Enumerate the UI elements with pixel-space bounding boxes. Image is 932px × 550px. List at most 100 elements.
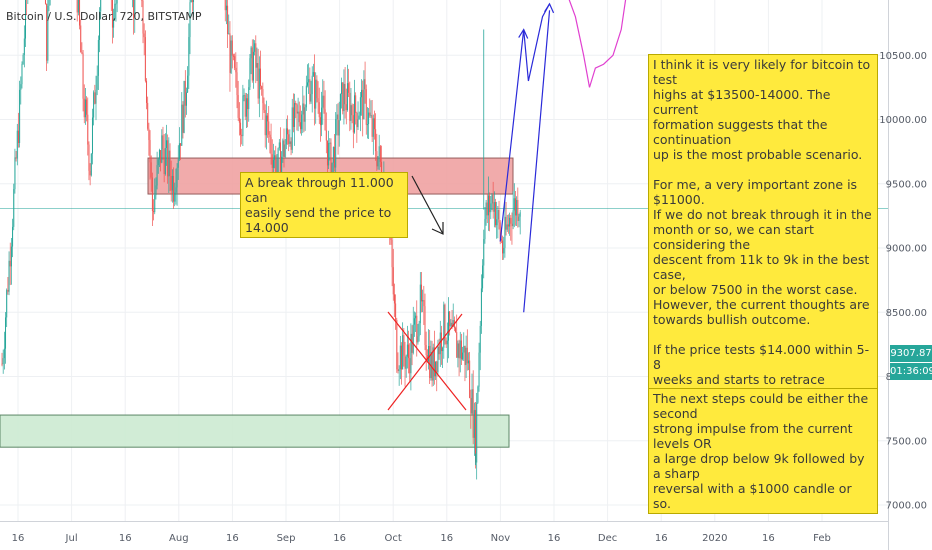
candle — [358, 111, 360, 120]
candle — [314, 54, 316, 126]
candle — [175, 168, 177, 205]
candle — [455, 326, 457, 333]
candle — [417, 324, 419, 345]
projection-up-path — [499, 3, 551, 242]
candle — [282, 138, 284, 163]
candle — [96, 65, 98, 96]
candle — [371, 99, 373, 143]
candle — [511, 212, 513, 245]
candle — [356, 111, 358, 143]
candle — [150, 155, 152, 192]
x-tick-label: 16 — [333, 533, 346, 544]
candle — [163, 134, 165, 183]
candle — [9, 242, 11, 286]
candle — [19, 80, 21, 148]
candle — [236, 61, 238, 109]
candle — [364, 61, 366, 104]
candle — [401, 342, 402, 385]
candle — [518, 213, 520, 228]
candle — [114, 0, 116, 21]
candle — [14, 148, 16, 194]
candle — [486, 193, 488, 224]
candle — [25, 0, 26, 47]
x-tick-label: 16 — [762, 533, 775, 544]
candle — [341, 77, 343, 109]
candle — [5, 311, 7, 364]
price-axis[interactable]: 7000.007500.008000.008500.009000.009500.… — [879, 0, 932, 550]
candle — [91, 108, 93, 165]
candle — [147, 96, 149, 131]
candle — [506, 214, 508, 232]
candle — [290, 137, 292, 156]
candle — [297, 97, 299, 132]
candle — [287, 115, 289, 145]
candle — [94, 84, 96, 105]
candle — [411, 325, 413, 366]
candle — [307, 64, 308, 88]
candle — [469, 352, 471, 399]
candle — [81, 42, 83, 55]
candle — [362, 80, 364, 137]
candle — [465, 335, 467, 379]
candle — [473, 402, 475, 456]
candle — [393, 283, 395, 317]
candle — [363, 70, 365, 120]
candle — [378, 134, 380, 170]
candle — [409, 343, 411, 382]
candle — [302, 86, 304, 134]
candle — [505, 201, 507, 236]
candle — [111, 0, 113, 44]
candle — [352, 103, 354, 149]
x-tick-label: 16 — [226, 533, 239, 544]
candle — [458, 339, 460, 377]
candle — [348, 68, 350, 98]
candle — [460, 333, 462, 366]
candle — [225, 0, 227, 25]
candle — [2, 349, 4, 374]
candle — [249, 54, 251, 91]
candle — [502, 235, 504, 261]
candle — [415, 312, 417, 333]
candle — [444, 303, 446, 345]
candle — [436, 360, 438, 392]
candle — [232, 53, 234, 61]
candle — [234, 53, 236, 71]
candle — [47, 0, 49, 64]
x-tick-label: Nov — [491, 533, 511, 544]
candle — [167, 134, 169, 184]
x-tick-label: Dec — [598, 533, 617, 544]
candle — [84, 87, 86, 125]
candle — [299, 105, 301, 134]
candle — [270, 123, 272, 165]
candle — [350, 88, 352, 130]
candle — [164, 133, 166, 176]
annotation-break[interactable]: A break through 11.000 can easily send t… — [240, 172, 408, 238]
candle — [134, 0, 136, 33]
candle — [464, 345, 466, 382]
candle — [514, 191, 516, 226]
candle — [155, 177, 157, 200]
candle — [245, 93, 247, 129]
candle — [189, 0, 191, 55]
candle — [404, 341, 406, 387]
candle — [375, 113, 377, 161]
candle — [274, 150, 276, 169]
candle — [498, 200, 500, 230]
drawings — [387, 0, 627, 411]
candle — [142, 0, 144, 44]
candle — [512, 191, 514, 230]
candle — [495, 198, 496, 228]
candle — [296, 103, 298, 131]
candle — [133, 0, 135, 35]
candle — [242, 84, 244, 147]
candle — [392, 248, 394, 301]
candle — [170, 160, 172, 202]
candle — [326, 140, 328, 177]
annotation-next-steps[interactable]: The next steps could be either the secon… — [648, 388, 878, 514]
candle — [317, 81, 319, 114]
candle — [230, 35, 232, 75]
candle — [513, 183, 515, 228]
candle — [328, 130, 330, 170]
time-axis[interactable]: 16 Jul 16 Aug 16 Sep 16 Oct 16 Nov 16 Dec 16 2020 16 Fe… — [0, 521, 888, 545]
candle — [154, 178, 156, 215]
